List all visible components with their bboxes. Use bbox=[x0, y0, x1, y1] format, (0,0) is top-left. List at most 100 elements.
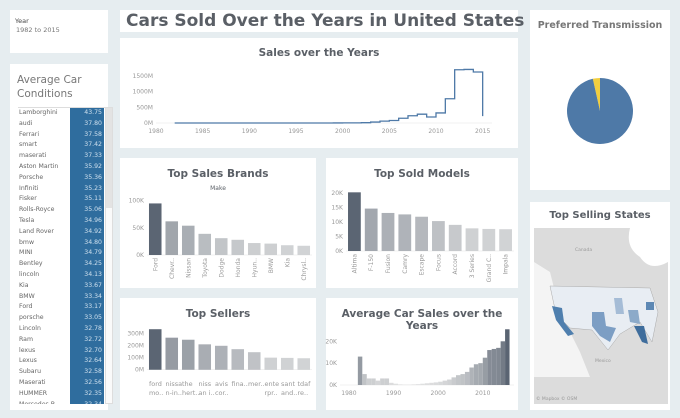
bar bbox=[165, 337, 179, 370]
y-tick-label: 5K bbox=[335, 233, 344, 240]
average-car-conditions-card: Average Car Conditions Lamborghini 43.75 a… bbox=[10, 64, 113, 410]
bar bbox=[198, 233, 212, 255]
y-tick-label: 200M bbox=[127, 343, 144, 350]
conditions-row[interactable]: Ford 33.17 bbox=[18, 302, 110, 314]
chart-title: Top Sales Brands bbox=[167, 168, 269, 180]
bar bbox=[366, 378, 372, 385]
make-name: Land Rover bbox=[19, 227, 54, 235]
chart-plot: 0K 50K 100K Ford Chevr.. Nissan Toyota Dodge Hon… bbox=[129, 198, 312, 281]
conditions-row[interactable]: Lamborghini 43.75 bbox=[18, 108, 110, 119]
make-name: smart bbox=[19, 141, 38, 149]
map-state-ohio bbox=[646, 302, 654, 310]
condition-value: 37.58 bbox=[70, 129, 104, 141]
sales-over-years-card: Sales over the Years 0M 500M 1000M 1500M 1980… bbox=[120, 38, 518, 148]
map-credit: © Mapbox © OSM bbox=[536, 395, 577, 402]
make-name: audi bbox=[19, 119, 33, 127]
y-tick-label: 100M bbox=[127, 355, 144, 362]
make-name: Subaru bbox=[19, 368, 42, 376]
condition-value: 35.23 bbox=[70, 183, 104, 195]
condition-value: 32.70 bbox=[70, 345, 104, 357]
year-filter-label: Year bbox=[15, 17, 29, 25]
category-label: Hyun.. bbox=[251, 258, 258, 278]
conditions-row[interactable]: Infiniti 35.23 bbox=[18, 183, 110, 195]
condition-value: 35.06 bbox=[70, 205, 104, 216]
average-car-sales-card: Average Car Sales over the Years 0K 10K 20K… bbox=[325, 298, 518, 410]
conditions-row[interactable]: Lexus 32.64 bbox=[18, 356, 110, 368]
bar bbox=[264, 243, 278, 255]
conditions-row[interactable]: Tesla 34.96 bbox=[18, 215, 110, 227]
year-filter[interactable]: Year 1982 to 2015 bbox=[10, 10, 108, 53]
conditions-row[interactable]: Land Rover 34.92 bbox=[18, 226, 110, 238]
category-label: Chevr.. bbox=[169, 258, 176, 279]
conditions-row[interactable]: Maserati 32.56 bbox=[18, 377, 110, 389]
category-label: rpr.. bbox=[264, 389, 277, 397]
conditions-row[interactable]: lincoln 34.13 bbox=[18, 269, 110, 281]
conditions-row[interactable]: audi 37.80 bbox=[18, 118, 110, 130]
bar bbox=[214, 238, 228, 255]
condition-value: 33.34 bbox=[70, 291, 104, 303]
x-tick-label: 1990 bbox=[242, 128, 257, 135]
x-tick-label: 1995 bbox=[288, 128, 303, 135]
conditions-row[interactable]: HUMMER 32.35 bbox=[18, 388, 110, 400]
make-name: Lamborghini bbox=[19, 109, 58, 116]
bar bbox=[438, 381, 443, 385]
condition-value: 32.64 bbox=[70, 356, 104, 368]
conditions-row[interactable]: Ferrari 37.58 bbox=[18, 129, 110, 141]
conditions-scrollbar[interactable] bbox=[105, 107, 113, 404]
top-sold-models-card: Top Sold Models 0K 5K 10K 15K 20K Altima F-150 F… bbox=[326, 158, 518, 288]
condition-value: 43.75 bbox=[70, 108, 104, 119]
conditions-row[interactable]: MINI 34.79 bbox=[18, 248, 110, 260]
category-label: Nissan bbox=[185, 258, 192, 278]
scrollbar-thumb[interactable] bbox=[106, 108, 112, 208]
conditions-row[interactable]: maserati 37.33 bbox=[18, 151, 110, 162]
condition-value: 37.33 bbox=[70, 151, 104, 162]
conditions-row[interactable]: porsche 33.05 bbox=[18, 313, 110, 324]
conditions-row[interactable]: bmw 34.80 bbox=[18, 237, 110, 249]
conditions-row[interactable]: Ram 32.72 bbox=[18, 334, 110, 346]
condition-value: 37.42 bbox=[70, 140, 104, 152]
bar bbox=[371, 378, 376, 385]
dashboard-title-card: Cars Sold Over the Years in United State… bbox=[120, 10, 524, 32]
chart-title: Sales over the Years bbox=[258, 47, 380, 59]
conditions-row[interactable]: lexus 32.70 bbox=[18, 345, 110, 357]
category-label: n-in.. bbox=[165, 389, 182, 397]
bar bbox=[247, 243, 261, 255]
bar bbox=[148, 203, 162, 255]
condition-value: 33.67 bbox=[70, 280, 104, 292]
condition-value: 35.92 bbox=[70, 161, 104, 173]
bar bbox=[381, 212, 395, 251]
conditions-row[interactable]: Lincoln 32.78 bbox=[18, 323, 110, 335]
bar bbox=[362, 374, 367, 385]
conditions-row[interactable]: Subaru 32.58 bbox=[18, 367, 110, 378]
category-label: Fusion bbox=[385, 254, 392, 273]
conditions-row[interactable]: BMW 33.34 bbox=[18, 291, 110, 303]
conditions-row[interactable]: Bentley 34.25 bbox=[18, 259, 110, 270]
conditions-title: Average Car Conditions bbox=[17, 73, 82, 101]
bar bbox=[280, 245, 294, 255]
x-tick-label: 2005 bbox=[382, 128, 397, 135]
chart-title: Top Sold Models bbox=[374, 168, 470, 180]
make-name: bmw bbox=[19, 238, 35, 246]
bar bbox=[465, 228, 479, 251]
category-label: Camry bbox=[402, 254, 409, 274]
y-tick-label: 1500M bbox=[133, 73, 153, 80]
conditions-row[interactable]: Rolls-Royce 35.06 bbox=[18, 205, 110, 216]
bar bbox=[487, 350, 492, 385]
condition-value: 34.96 bbox=[70, 215, 104, 227]
bar bbox=[393, 383, 398, 385]
category-label: BMW bbox=[268, 258, 275, 273]
conditions-row[interactable]: Kia 33.67 bbox=[18, 280, 110, 292]
make-name: Fisker bbox=[19, 195, 37, 203]
y-tick-label: 300M bbox=[127, 330, 144, 337]
conditions-row[interactable]: Fisker 35.11 bbox=[18, 194, 110, 206]
conditions-row[interactable]: smart 37.42 bbox=[18, 140, 110, 152]
states-map[interactable]: Canada Mexico © Mapbox © OSM bbox=[530, 202, 670, 410]
conditions-table[interactable]: Lamborghini 43.75 audi 37.80 Ferrari 37.58 sma… bbox=[18, 107, 110, 404]
conditions-row[interactable]: Aston Martin 35.92 bbox=[18, 161, 110, 173]
conditions-row[interactable]: Porsche 35.36 bbox=[18, 172, 110, 184]
make-name: Rolls-Royce bbox=[19, 206, 55, 214]
bar bbox=[297, 358, 311, 370]
make-name: Mercedes-B.. bbox=[18, 400, 70, 404]
conditions-row[interactable]: Mercedes-B..32.34 bbox=[18, 399, 110, 404]
category-label: Honda bbox=[235, 258, 242, 278]
